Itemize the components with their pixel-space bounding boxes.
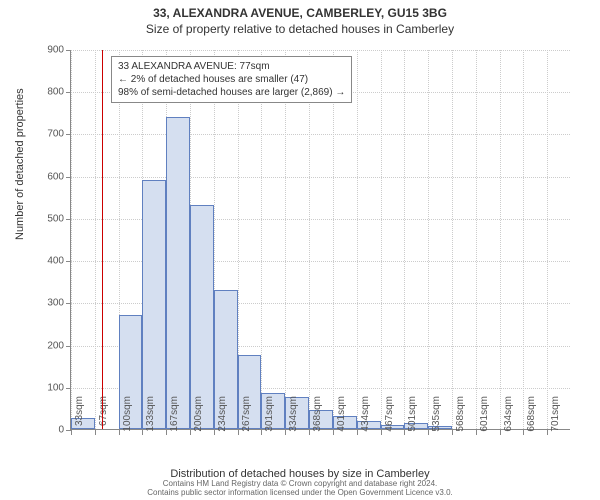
xtick-label: 434sqm — [360, 396, 371, 436]
xtick-mark — [285, 430, 286, 435]
xtick-label: 133sqm — [145, 396, 156, 436]
xtick-mark — [357, 430, 358, 435]
gridline-h — [71, 134, 570, 135]
xtick-mark — [238, 430, 239, 435]
ytick-label: 0 — [24, 425, 64, 436]
xtick-mark — [428, 430, 429, 435]
gridline-v — [285, 50, 286, 429]
plot-region: 010020030040050060070080090033sqm67sqm10… — [70, 50, 570, 430]
xtick-label: 167sqm — [169, 396, 180, 436]
histogram-bar — [142, 180, 166, 429]
xtick-mark — [333, 430, 334, 435]
xtick-label: 535sqm — [431, 396, 442, 436]
xtick-mark — [452, 430, 453, 435]
gridline-v — [404, 50, 405, 429]
xtick-label: 33sqm — [74, 396, 85, 436]
ytick-label: 900 — [24, 45, 64, 56]
xtick-mark — [547, 430, 548, 435]
ytick-label: 600 — [24, 171, 64, 182]
xtick-label: 668sqm — [526, 396, 537, 436]
footer-line-2: Contains public sector information licen… — [0, 488, 600, 498]
xtick-mark — [309, 430, 310, 435]
gridline-v — [500, 50, 501, 429]
xtick-mark — [476, 430, 477, 435]
xtick-label: 467sqm — [384, 396, 395, 436]
ytick-label: 800 — [24, 87, 64, 98]
annotation-line: 33 ALEXANDRA AVENUE: 77sqm — [118, 60, 345, 73]
xtick-mark — [404, 430, 405, 435]
ytick-label: 500 — [24, 213, 64, 224]
title-main: 33, ALEXANDRA AVENUE, CAMBERLEY, GU15 3B… — [0, 6, 600, 20]
annotation-line: 98% of semi-detached houses are larger (… — [118, 86, 345, 99]
gridline-h — [71, 177, 570, 178]
gridline-v — [333, 50, 334, 429]
xtick-mark — [214, 430, 215, 435]
gridline-v — [547, 50, 548, 429]
gridline-v — [523, 50, 524, 429]
xtick-mark — [71, 430, 72, 435]
gridline-v — [476, 50, 477, 429]
histogram-bar — [166, 117, 190, 429]
ytick-label: 100 — [24, 382, 64, 393]
xtick-mark — [142, 430, 143, 435]
title-subtitle: Size of property relative to detached ho… — [0, 22, 600, 36]
xtick-mark — [500, 430, 501, 435]
gridline-v — [452, 50, 453, 429]
xtick-label: 634sqm — [503, 396, 514, 436]
xtick-label: 334sqm — [288, 396, 299, 436]
xtick-mark — [190, 430, 191, 435]
ytick-label: 400 — [24, 256, 64, 267]
xtick-label: 701sqm — [550, 396, 561, 436]
xtick-mark — [261, 430, 262, 435]
annotation-box: 33 ALEXANDRA AVENUE: 77sqm← 2% of detach… — [111, 56, 352, 103]
xtick-mark — [523, 430, 524, 435]
xtick-label: 267sqm — [241, 396, 252, 436]
gridline-v — [261, 50, 262, 429]
gridline-v — [71, 50, 72, 429]
gridline-h — [71, 50, 570, 51]
xtick-label: 234sqm — [217, 396, 228, 436]
footer-attribution: Contains HM Land Registry data © Crown c… — [0, 479, 600, 498]
xtick-mark — [166, 430, 167, 435]
ytick-label: 700 — [24, 129, 64, 140]
xtick-label: 67sqm — [98, 396, 109, 436]
xtick-label: 368sqm — [312, 396, 323, 436]
gridline-v — [309, 50, 310, 429]
xtick-label: 501sqm — [407, 396, 418, 436]
annotation-line: ← 2% of detached houses are smaller (47) — [118, 73, 345, 86]
xtick-label: 100sqm — [122, 396, 133, 436]
gridline-v — [381, 50, 382, 429]
xtick-label: 200sqm — [193, 396, 204, 436]
footer-line-1: Contains HM Land Registry data © Crown c… — [0, 479, 600, 489]
ytick-label: 300 — [24, 298, 64, 309]
gridline-v — [357, 50, 358, 429]
xtick-label: 401sqm — [336, 396, 347, 436]
reference-line — [102, 50, 103, 429]
xtick-mark — [119, 430, 120, 435]
xtick-mark — [381, 430, 382, 435]
ytick-label: 200 — [24, 340, 64, 351]
xtick-label: 601sqm — [479, 396, 490, 436]
xtick-mark — [95, 430, 96, 435]
xtick-label: 301sqm — [264, 396, 275, 436]
gridline-v — [428, 50, 429, 429]
xtick-label: 568sqm — [455, 396, 466, 436]
gridline-v — [95, 50, 96, 429]
title-block: 33, ALEXANDRA AVENUE, CAMBERLEY, GU15 3B… — [0, 0, 600, 36]
chart-area: 010020030040050060070080090033sqm67sqm10… — [70, 50, 570, 430]
